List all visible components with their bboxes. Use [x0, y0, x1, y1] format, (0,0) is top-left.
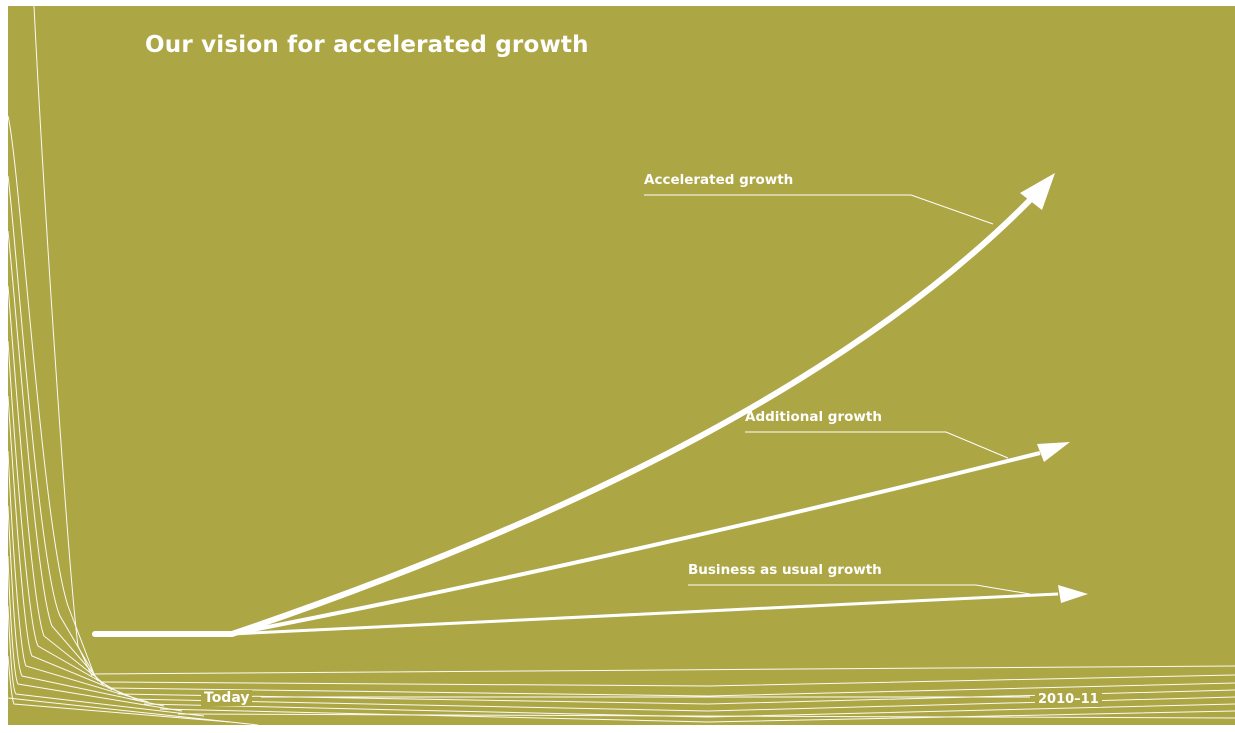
growth-diagram	[8, 6, 1235, 725]
decorative-lines-left	[8, 6, 259, 725]
page-title: Our vision for accelerated growth	[145, 32, 589, 58]
additional-growth-label: Additional growth	[745, 409, 882, 425]
accelerated-growth-label: Accelerated growth	[644, 172, 794, 188]
business-as-usual-label: Business as usual growth	[688, 562, 882, 578]
business-as-usual-curve	[231, 592, 1059, 636]
additional-growth-curve	[231, 451, 1041, 636]
label-leader-lines	[261, 194, 1031, 698]
accelerated-growth-arrowhead	[1020, 173, 1055, 210]
business-as-usual-arrowhead	[1058, 585, 1088, 603]
vision-graphic-panel: Our vision for accelerated growth Accele…	[8, 6, 1235, 725]
axis-end-label: 2010–11	[1035, 692, 1102, 707]
accelerated-growth-curve	[231, 195, 1035, 637]
additional-growth-arrowhead	[1037, 442, 1070, 462]
axis-start-label: Today	[201, 690, 253, 706]
